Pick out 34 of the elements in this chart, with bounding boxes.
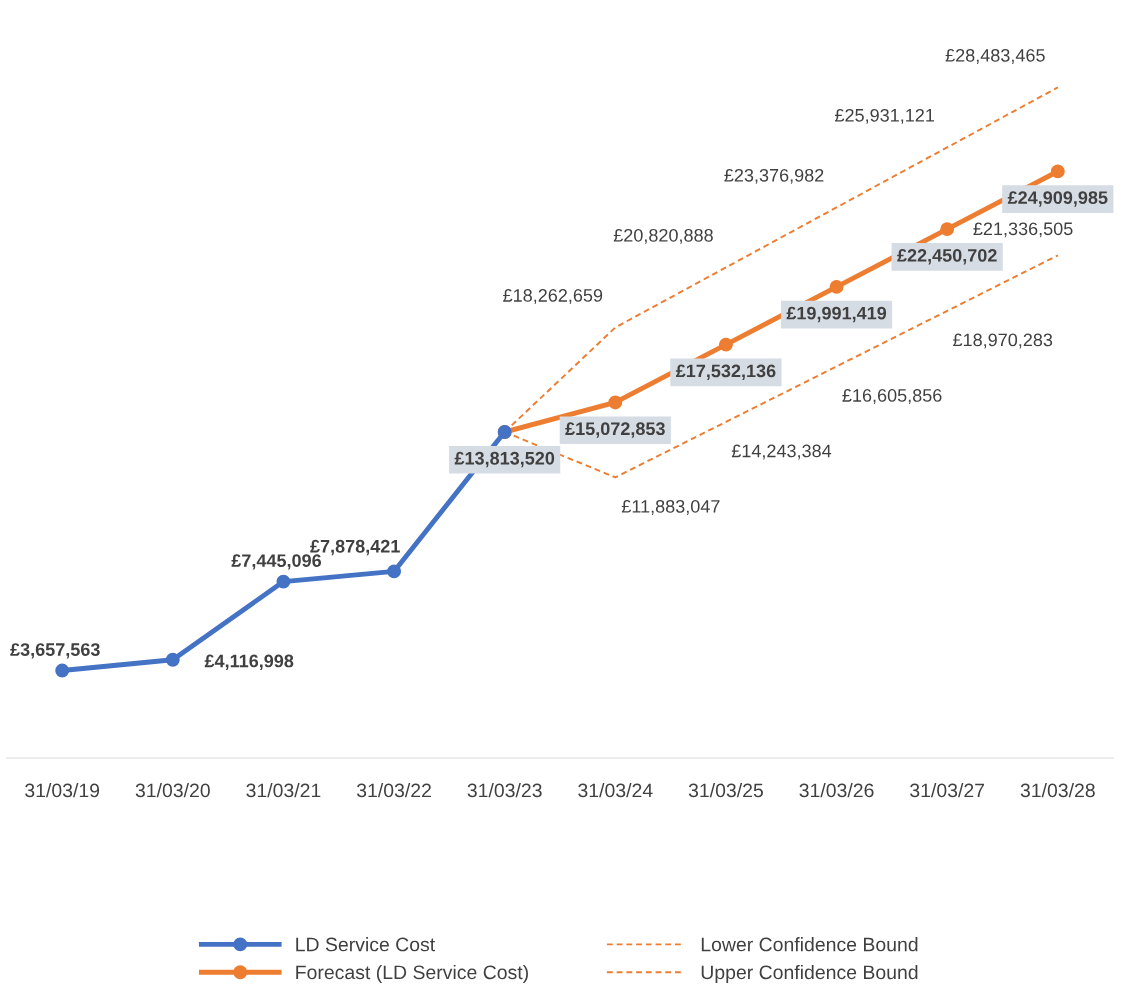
data-label: £7,878,421 xyxy=(310,539,400,556)
data-label: £4,116,998 xyxy=(204,654,294,670)
data-label: £25,931,121 xyxy=(834,108,934,124)
data-label: £24,909,985 xyxy=(1007,191,1108,207)
data-label: £16,605,856 xyxy=(842,389,942,404)
x-tick-label: 31/03/23 xyxy=(467,783,542,798)
data-label: £13,813,520 xyxy=(454,451,555,468)
x-tick-label: 31/03/28 xyxy=(1020,783,1095,798)
data-label: £23,376,982 xyxy=(724,168,824,184)
data-label: £14,243,384 xyxy=(731,444,832,460)
x-tick-label: 31/03/22 xyxy=(356,783,431,798)
legend-label: Upper Confidence Bound xyxy=(701,964,918,984)
data-label: £22,450,702 xyxy=(897,248,997,265)
legend-label: Forecast (LD Service Cost) xyxy=(296,964,528,984)
data-label: £17,532,136 xyxy=(675,364,776,380)
data-label: £18,970,283 xyxy=(953,333,1053,349)
data-label: £20,820,888 xyxy=(613,228,713,244)
data-label: £21,336,505 xyxy=(973,222,1073,238)
data-label: £15,072,853 xyxy=(565,422,665,438)
x-tick-label: 31/03/26 xyxy=(799,783,874,798)
legend-label: Lower Confidence Bound xyxy=(701,937,918,952)
legend-label: LD Service Cost xyxy=(296,937,436,952)
x-tick-label: 31/03/19 xyxy=(25,783,100,798)
x-tick-label: 31/03/24 xyxy=(578,783,653,798)
x-tick-label: 31/03/27 xyxy=(910,783,985,798)
data-label: £18,262,659 xyxy=(503,289,603,304)
data-label: £19,991,419 xyxy=(786,306,887,323)
data-label: £11,883,047 xyxy=(621,499,720,515)
x-tick-label: 31/03/25 xyxy=(688,783,763,798)
data-label: £3,657,563 xyxy=(10,643,100,659)
x-tick-label: 31/03/21 xyxy=(246,783,321,798)
data-label: £7,445,096 xyxy=(231,554,322,570)
x-tick-label: 31/03/20 xyxy=(135,783,210,798)
data-label: £28,483,465 xyxy=(945,48,1045,64)
